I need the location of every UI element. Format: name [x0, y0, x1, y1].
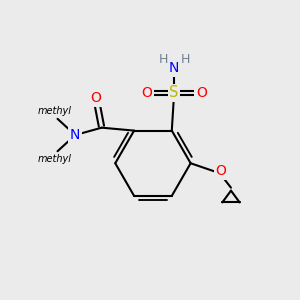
Text: H: H — [158, 52, 168, 66]
Text: O: O — [196, 86, 207, 100]
Text: S: S — [169, 85, 179, 100]
Text: O: O — [90, 91, 101, 105]
Text: H: H — [181, 52, 190, 66]
Text: O: O — [142, 86, 152, 100]
Text: methyl: methyl — [38, 106, 72, 116]
Text: O: O — [215, 164, 226, 178]
Text: N: N — [169, 61, 179, 75]
Text: methyl: methyl — [38, 154, 72, 164]
Text: N: N — [70, 128, 80, 142]
